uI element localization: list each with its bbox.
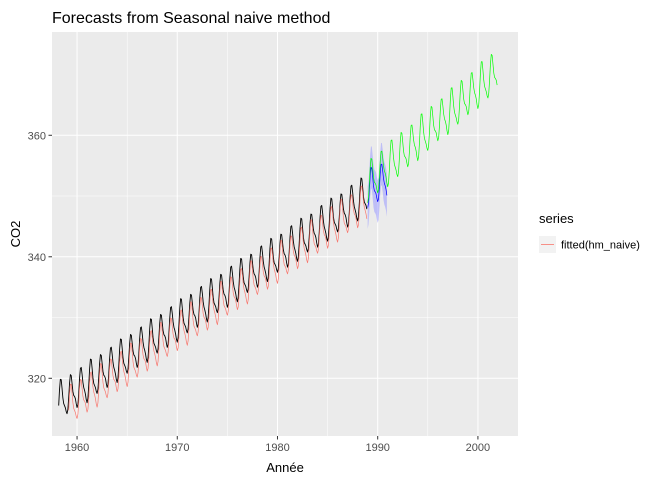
x-axis-title: Année — [266, 460, 304, 475]
legend: series fitted(hm_naive) — [539, 211, 640, 253]
observed-line — [58, 177, 368, 415]
fitted-hm-naive-line — [68, 185, 368, 419]
x-tick-label: 1980 — [265, 442, 289, 454]
forecast-line — [367, 163, 388, 208]
y-axis-title: CO2 — [8, 221, 23, 248]
legend-title: series — [539, 211, 574, 226]
test-line — [367, 53, 498, 203]
x-tick-label: 2000 — [466, 442, 490, 454]
axes: 1960 1970 1980 1990 2000 320 340 360 — [28, 130, 491, 454]
y-tick-label: 320 — [28, 373, 46, 385]
x-tick-label: 1960 — [65, 442, 89, 454]
x-tick-label: 1990 — [365, 442, 389, 454]
legend-label-fitted: fitted(hm_naive) — [561, 240, 640, 252]
series-layer — [58, 53, 498, 419]
grid-lines — [52, 32, 518, 436]
x-tick-label: 1970 — [165, 442, 189, 454]
chart-title: Forecasts from Seasonal naive method — [52, 10, 330, 27]
y-tick-label: 340 — [28, 252, 46, 264]
plot-panel — [52, 32, 518, 436]
y-tick-label: 360 — [28, 130, 46, 142]
